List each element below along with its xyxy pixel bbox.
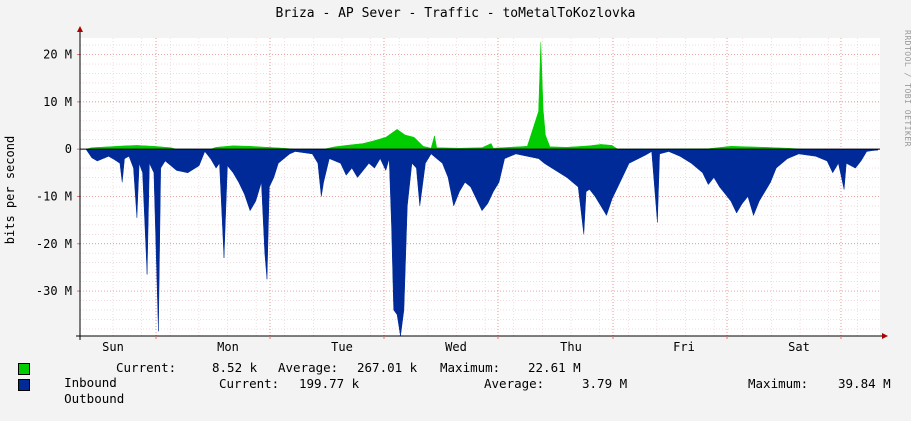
legend-inbound: Inbound: [34, 360, 117, 405]
y-axis-label: bits per second: [3, 136, 17, 244]
legend-outbound-average-label: Average:: [484, 376, 545, 391]
legend-outbound-current-label: Current:: [219, 376, 280, 391]
graph-frame: Briza - AP Sever - Traffic - toMetalToKo…: [3, 6, 911, 406]
traffic-chart: 20 M 10 M 0 -10 M -20 M -30 M Sun Mon Tue Wed Thu F…: [3, 26, 888, 354]
legend-inbound-maximum: 22.61 M: [528, 360, 581, 375]
axes: [76, 26, 888, 340]
y-tick-label: -30 M: [36, 284, 72, 298]
x-tick-label: Fri: [673, 340, 695, 354]
x-tick-label: Tue: [331, 340, 353, 354]
y-tick-label: -20 M: [36, 237, 72, 251]
legend-outbound-maximum: 39.84 M: [838, 376, 891, 391]
legend-outbound-name: Outbound: [64, 391, 125, 406]
x-tick-label: Sat: [788, 340, 810, 354]
x-tick-label: Thu: [560, 340, 582, 354]
y-tick-label: -10 M: [36, 189, 72, 203]
tick-labels: 20 M 10 M 0 -10 M -20 M -30 M Sun Mon Tue Wed Thu F…: [36, 48, 810, 354]
outbound-swatch: [18, 379, 30, 391]
legend-inbound-maximum-label: Maximum:: [440, 360, 501, 375]
legend-inbound-average: 267.01 k: [357, 360, 418, 375]
inbound-swatch: [18, 363, 30, 375]
x-tick-label: Sun: [102, 340, 124, 354]
legend-inbound-current-label: Current:: [116, 360, 177, 375]
legend-inbound-current: 8.52 k: [212, 360, 258, 375]
x-tick-label: Mon: [217, 340, 239, 354]
y-tick-label: 0: [65, 142, 72, 156]
legend-outbound-average: 3.79 M: [582, 376, 628, 391]
legend-inbound-average-label: Average:: [278, 360, 339, 375]
legend-outbound-current: 199.77 k: [299, 376, 360, 391]
rrdtool-credit: RRDTOOL / TOBI OETIKER: [903, 30, 911, 147]
legend-inbound-name: Inbound: [64, 375, 117, 390]
series-outbound-area: [85, 148, 879, 337]
x-axis-arrow: [882, 333, 888, 339]
legend-outbound: Outbound: [34, 376, 124, 421]
y-tick-label: 10 M: [43, 95, 72, 109]
y-axis-arrow: [77, 26, 83, 32]
y-tick-label: 20 M: [43, 48, 72, 62]
chart-title: Briza - AP Sever - Traffic - toMetalToKo…: [275, 6, 636, 21]
x-tick-label: Wed: [445, 340, 467, 354]
legend-outbound-maximum-label: Maximum:: [748, 376, 809, 391]
